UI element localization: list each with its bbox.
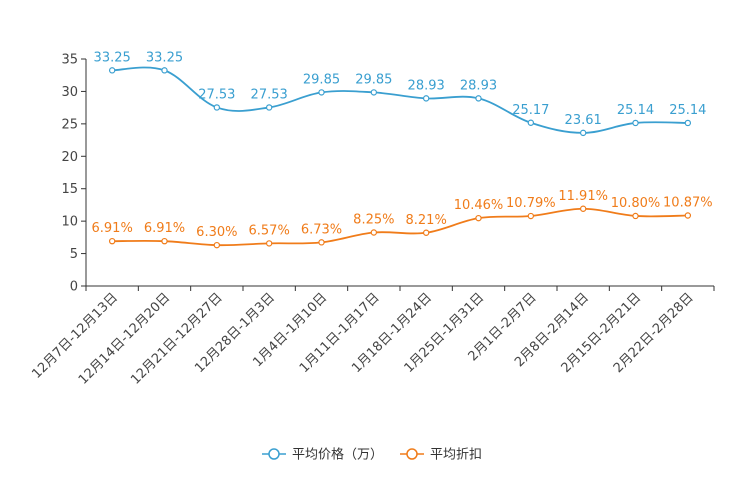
data-label: 33.25 <box>94 50 131 65</box>
x-tick-label: 12月14日-12月20日 <box>76 290 173 387</box>
y-tick-label: 10 <box>61 215 78 230</box>
data-label: 6.91% <box>92 221 133 236</box>
data-point <box>370 89 378 96</box>
series-line-1 <box>112 207 688 247</box>
x-tick-label: 12月21日-12月27日 <box>128 290 225 387</box>
data-point <box>213 104 221 111</box>
data-label: 6.73% <box>301 222 342 237</box>
data-point <box>579 205 587 212</box>
series-line-0 <box>112 66 688 134</box>
data-point <box>579 129 587 137</box>
data-label: 23.61 <box>565 113 602 128</box>
data-point <box>161 237 168 245</box>
series-lines <box>112 66 688 247</box>
legend-item-1[interactable]: 平均折扣 <box>400 448 482 463</box>
data-label: 29.85 <box>355 72 392 87</box>
data-label: 27.53 <box>198 87 235 102</box>
data-label: 25.17 <box>512 103 549 118</box>
data-label: 28.93 <box>460 78 497 93</box>
data-label: 11.91% <box>558 189 608 204</box>
data-point <box>161 67 168 74</box>
chart-legend[interactable]: 平均价格（万） 平均折扣 <box>262 447 482 463</box>
data-point <box>475 214 482 222</box>
data-label: 28.93 <box>408 78 445 93</box>
y-tick-label: 15 <box>61 182 78 197</box>
legend-label: 平均折扣 <box>430 448 482 463</box>
y-tick-label: 20 <box>61 150 78 165</box>
data-point <box>108 67 116 74</box>
y-tick-label: 30 <box>61 85 78 100</box>
data-point <box>684 212 692 219</box>
data-label: 33.25 <box>146 50 183 65</box>
data-label: 10.80% <box>611 196 661 211</box>
data-labels: 33.25 33.25 27.53 27.53 29.85 29.85 28.93 28.93… <box>92 50 713 240</box>
legend-item-0[interactable]: 平均价格（万） <box>262 447 383 463</box>
data-point <box>213 241 221 249</box>
legend-marker <box>268 448 280 460</box>
data-point <box>684 119 692 127</box>
y-tick-label: 5 <box>70 247 78 262</box>
series-points <box>108 67 692 249</box>
data-label: 10.79% <box>506 196 556 211</box>
legend-label: 平均价格（万） <box>292 447 383 463</box>
data-label: 8.21% <box>406 213 447 228</box>
data-label: 10.87% <box>663 196 713 211</box>
data-label: 10.46% <box>454 198 504 213</box>
data-point <box>475 95 482 102</box>
data-label: 27.53 <box>251 87 288 102</box>
data-point <box>265 240 273 247</box>
data-label: 29.85 <box>303 72 340 87</box>
data-label: 6.91% <box>144 221 185 236</box>
data-label: 6.57% <box>249 223 290 238</box>
data-point <box>265 104 273 111</box>
data-label: 25.14 <box>669 103 706 118</box>
y-tick-label: 25 <box>61 117 78 132</box>
data-point <box>422 229 430 236</box>
legend-marker <box>406 448 418 460</box>
data-point <box>632 212 639 220</box>
data-label: 8.25% <box>353 212 394 227</box>
data-label: 25.14 <box>617 103 654 118</box>
data-point <box>318 239 325 246</box>
y-tick-label: 35 <box>61 53 78 68</box>
data-point <box>632 119 639 127</box>
data-point <box>422 95 430 102</box>
data-point <box>527 119 535 126</box>
data-point <box>108 237 116 245</box>
data-point <box>318 89 325 96</box>
data-point <box>527 212 535 220</box>
data-label: 6.30% <box>196 225 237 240</box>
y-tick-label: 0 <box>70 280 78 295</box>
data-point <box>370 229 378 236</box>
x-tick-label: 12月7日-12月13日 <box>29 290 121 382</box>
